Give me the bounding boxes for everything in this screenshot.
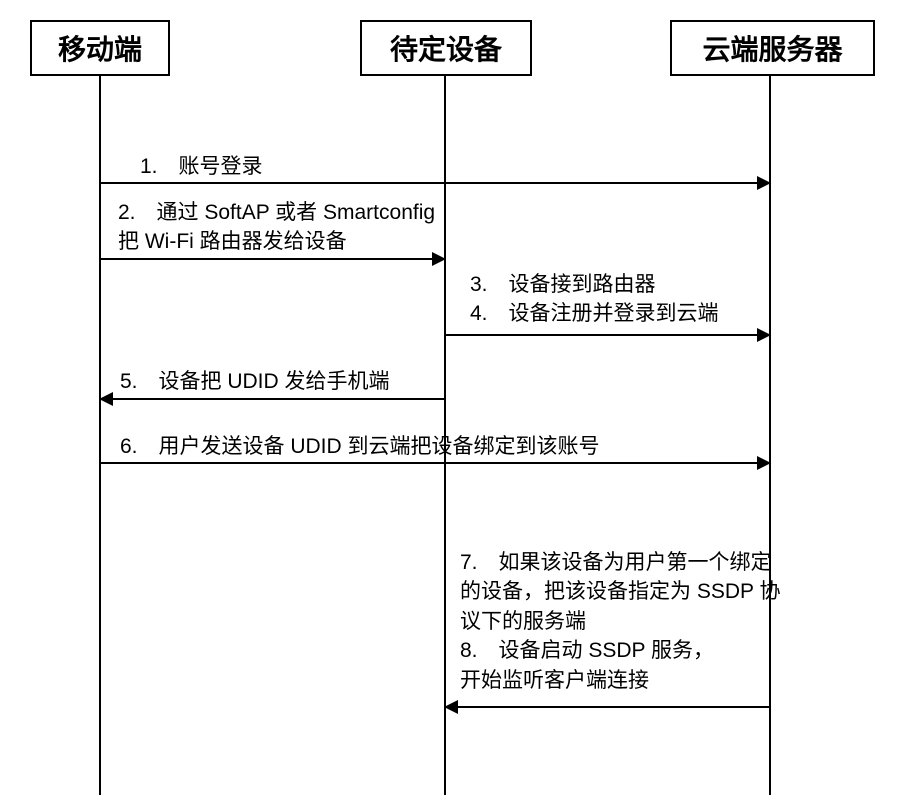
message-label-m3: 3. 设备接到路由器4. 设备注册并登录到云端 bbox=[470, 270, 719, 329]
message-arrow-m1 bbox=[100, 182, 770, 184]
participant-device: 待定设备 bbox=[360, 20, 532, 76]
message-label-m7: 7. 如果该设备为用户第一个绑定的设备，把该设备指定为 SSDP 协议下的服务端… bbox=[460, 548, 880, 695]
message-arrow-m5 bbox=[100, 398, 445, 400]
message-label-m1: 1. 账号登录 bbox=[140, 150, 263, 180]
message-arrow-m3 bbox=[445, 334, 770, 336]
message-label-m2: 2. 通过 SoftAP 或者 Smartconfig把 Wi-Fi 路由器发给… bbox=[118, 198, 435, 257]
message-label-m6: 6. 用户发送设备 UDID 到云端把设备绑定到该账号 bbox=[120, 430, 600, 460]
message-arrow-m6 bbox=[100, 462, 770, 464]
message-arrow-m2 bbox=[100, 258, 445, 260]
participant-server: 云端服务器 bbox=[670, 20, 875, 76]
message-arrow-m7 bbox=[445, 706, 770, 708]
message-label-m5: 5. 设备把 UDID 发给手机端 bbox=[120, 365, 390, 395]
participant-mobile: 移动端 bbox=[30, 20, 170, 76]
